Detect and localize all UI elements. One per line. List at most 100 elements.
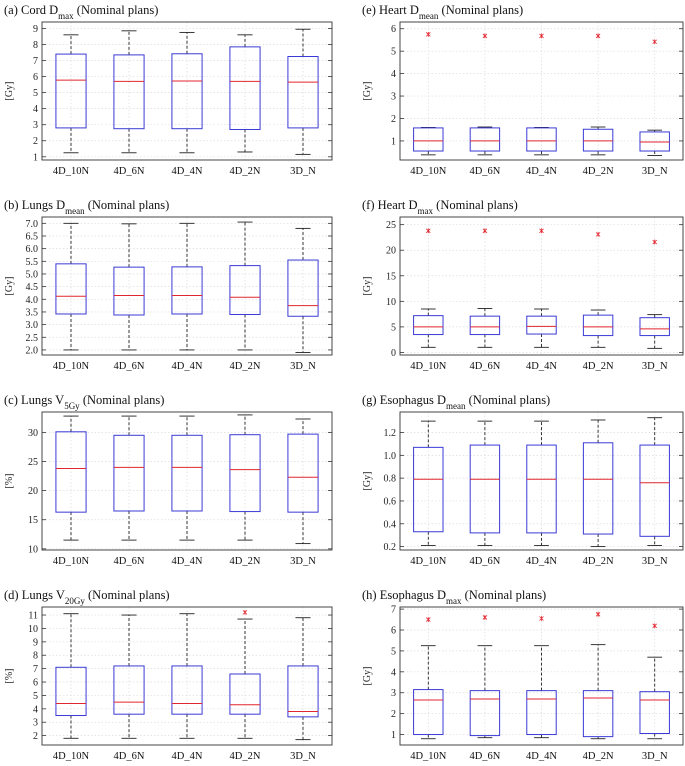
y-tick-label: 25 [386,220,396,231]
y-axis-label: [Gy] [362,472,373,491]
y-tick-label: 1 [391,136,396,147]
y-tick-label: 6.0 [26,244,39,255]
box-3D_N [639,623,670,740]
box-3D_N [639,417,670,546]
box-4D_2N [582,611,614,740]
y-tick-label: 3 [391,92,396,103]
y-axis-label: [Gy] [4,277,15,296]
y-tick-label: 1.2 [384,428,397,439]
x-tick-label: 4D_6N [114,361,145,372]
y-tick-label: 11 [28,611,38,622]
chart-title: (g) Esophagus Dmean (Nominal plans) [362,393,550,411]
chart-title-rest: (Nominal plans) [438,3,523,17]
y-tick-label: 0.6 [384,496,397,507]
y-tick-label: 1 [391,730,396,741]
box-4D_10N [55,613,87,739]
chart-title-subscript: mean [446,401,466,411]
x-tick-label: 4D_10N [410,751,447,762]
y-axis-label: [%] [4,474,15,489]
y-tick-label: 0.4 [384,519,397,530]
y-tick-label: 5.0 [26,269,39,280]
x-tick-label: 3D_N [642,556,668,567]
iqr-box [469,690,501,737]
chart-title-subscript: 5Gy [64,401,80,411]
chart-title-main: (e) Heart D [362,3,419,17]
y-tick-label: 7.0 [26,219,39,230]
iqr-box [639,691,670,735]
y-tick-label: 2 [33,136,38,147]
y-tick-label: 1.0 [384,451,397,462]
iqr-box [171,434,203,512]
iqr-box [55,431,87,513]
iqr-box [171,266,203,315]
x-tick-label: 3D_N [290,361,316,372]
x-tick-label: 3D_N [290,166,316,177]
chart-title: (d) Lungs V20Gy (Nominal plans) [4,588,170,606]
x-tick-label: 3D_N [642,751,668,762]
box-4D_2N [229,221,261,351]
iqr-box [55,263,87,315]
y-tick-label: 6 [33,678,38,689]
box-4D_6N [469,420,501,546]
iqr-box [413,315,444,336]
chart-title-rest: (Nominal plans) [85,588,170,602]
plot-frame [399,216,684,356]
y-tick-label: 5 [391,322,396,333]
y-tick-label: 6 [391,626,396,637]
y-tick-label: 25 [28,457,38,468]
chart-panel-1: (e) Heart Dmean (Nominal plans) 1 2 3 4 5 6 [Gy… [362,3,684,177]
y-tick-label: 6.5 [26,231,39,242]
y-tick-label: 9 [33,24,38,35]
plot-frame [41,411,333,551]
iqr-box [469,444,501,534]
x-tick-label: 4D_6N [469,166,500,177]
iqr-box [526,444,557,534]
chart-panel-3: (f) Heart Dmax (Nominal plans) 0 5 10 15 20 25… [362,198,684,372]
y-tick-label: 3 [33,718,38,729]
box-4D_4N [171,613,203,739]
iqr-box [639,131,670,152]
chart-title-main: (c) Lungs V [4,393,64,407]
iqr-box [469,127,501,152]
x-tick-label: 4D_6N [114,556,145,567]
box-4D_10N [413,420,444,546]
x-tick-label: 4D_10N [53,556,90,567]
x-tick-label: 4D_6N [469,751,500,762]
box-4D_6N [469,33,501,156]
y-tick-label: 4.0 [26,295,39,306]
x-tick-label: 4D_4N [172,166,203,177]
x-tick-label: 4D_4N [526,751,557,762]
plot-frame [399,606,684,746]
iqr-box [113,665,145,715]
box-3D_N [287,617,319,741]
iqr-box [582,690,614,738]
box-4D_4N [526,228,557,348]
x-tick-label: 4D_6N [114,751,145,762]
x-tick-label: 4D_6N [114,166,145,177]
box-4D_4N [171,415,203,541]
iqr-box [113,266,145,316]
y-tick-label: 5 [391,646,396,657]
chart-panel-4: (c) Lungs V5Gy (Nominal plans) 10 15 20 25 30… [4,393,333,567]
chart-title-subscript: max [418,206,434,216]
chart-title-main: (b) Lungs D [4,198,65,212]
x-tick-label: 4D_4N [526,361,557,372]
x-tick-label: 4D_2N [230,751,261,762]
x-tick-label: 4D_6N [469,556,500,567]
chart-title-subscript: mean [419,11,439,21]
chart-title: (h) Esophagus Dmax (Nominal plans) [362,588,546,606]
box-4D_2N [229,609,261,739]
iqr-box [171,665,203,715]
chart-title-main: (f) Heart D [362,198,418,212]
y-tick-label: 2.0 [26,345,39,356]
iqr-box [229,265,261,315]
box-3D_N [287,418,319,545]
y-axis-label: [%] [4,669,15,684]
y-axis-label: [Gy] [362,82,373,101]
plot-frame [399,21,684,161]
box-4D_10N [55,34,87,154]
y-tick-label: 0.2 [384,542,397,553]
iqr-box [469,315,501,336]
chart-title: (a) Cord Dmax (Nominal plans) [4,3,158,21]
chart-title-rest: (Nominal plans) [433,198,518,212]
